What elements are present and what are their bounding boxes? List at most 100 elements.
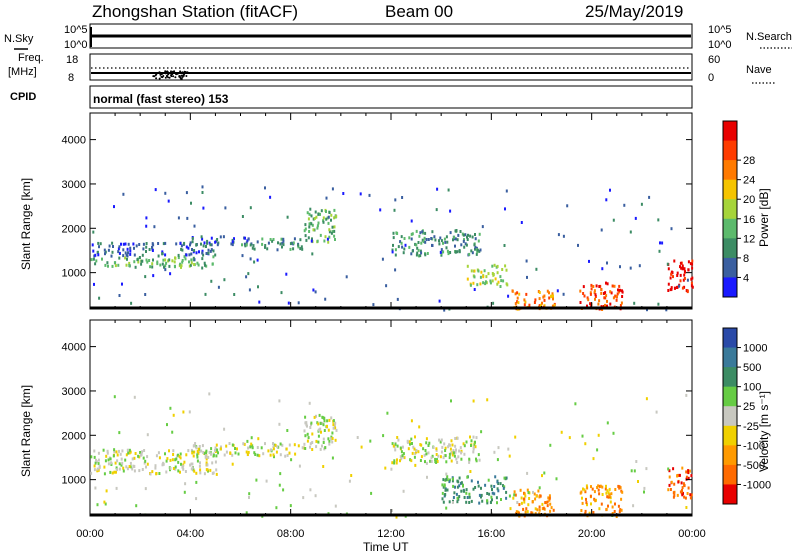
power-colorbar-segment bbox=[723, 140, 737, 161]
velocity-echo-cell bbox=[334, 421, 337, 425]
power-echo-cell bbox=[280, 237, 283, 241]
power-echo-cell bbox=[201, 249, 204, 253]
velocity-sporadic-echo bbox=[350, 474, 353, 477]
power-echo-cell bbox=[467, 233, 469, 237]
velocity-echo-cell bbox=[234, 451, 237, 455]
power-sporadic-echo bbox=[122, 192, 125, 196]
velocity-echo-cell bbox=[250, 442, 253, 446]
power-sporadic-echo bbox=[164, 268, 167, 272]
velocity-echo-cell bbox=[472, 445, 475, 449]
velocity-echo-cell bbox=[548, 494, 551, 498]
velocity-echo-cell bbox=[205, 451, 208, 455]
power-echo-cell bbox=[456, 238, 459, 242]
power-echo-cell bbox=[683, 285, 686, 289]
velocity-echo-cell bbox=[453, 454, 456, 458]
freq-dot bbox=[158, 77, 161, 80]
velocity-echo-cell bbox=[454, 444, 457, 448]
power-echo-cell bbox=[210, 243, 213, 247]
velocity-echo-cell bbox=[195, 471, 198, 475]
power-echo-cell bbox=[308, 225, 311, 229]
power-echo-cell bbox=[466, 277, 469, 281]
power-echo-cell bbox=[392, 231, 395, 235]
velocity-echo-cell bbox=[413, 455, 416, 459]
power-echo-cell bbox=[485, 275, 488, 279]
velocity-echo-cell bbox=[199, 461, 201, 465]
velocity-echo-cell bbox=[526, 488, 529, 492]
velocity-echo-cell bbox=[544, 501, 547, 505]
velocity-echo-cell bbox=[463, 444, 466, 448]
power-echo-cell bbox=[586, 296, 589, 300]
power-echo-cell bbox=[308, 230, 311, 233]
power-sporadic-echo bbox=[633, 301, 636, 305]
power-sporadic-echo bbox=[634, 216, 637, 220]
velocity-echo-cell bbox=[201, 444, 204, 448]
velocity-sporadic-echo bbox=[370, 491, 373, 495]
velocity-sporadic-echo bbox=[257, 437, 260, 441]
velocity-sporadic-echo bbox=[390, 467, 393, 471]
power-sporadic-echo bbox=[167, 199, 170, 203]
velocity-echo-cell bbox=[447, 445, 450, 449]
power-colorbar-segment bbox=[723, 199, 737, 220]
velocity-echo-cell bbox=[439, 455, 442, 459]
power-echo-cell bbox=[680, 266, 683, 270]
power-sporadic-echo bbox=[661, 241, 664, 245]
power-echo-cell bbox=[408, 236, 411, 240]
velocity-sporadic-echo bbox=[166, 423, 168, 427]
power-echo-cell bbox=[188, 253, 191, 257]
power-echo-cell bbox=[691, 285, 694, 289]
power-echo-cell bbox=[523, 303, 526, 307]
power-echo-cell bbox=[604, 291, 607, 295]
power-echo-cell bbox=[464, 242, 467, 246]
power-echo-cell bbox=[152, 258, 154, 262]
velocity-sporadic-echo bbox=[208, 392, 211, 396]
velocity-echo-cell bbox=[593, 490, 596, 494]
velocity-echo-cell bbox=[179, 452, 182, 456]
power-echo-cell bbox=[604, 303, 606, 307]
power-sporadic-echo bbox=[612, 218, 615, 222]
velocity-echo-cell bbox=[449, 478, 451, 482]
power-sporadic-echo bbox=[342, 192, 345, 195]
velocity-echo-cell bbox=[215, 454, 218, 458]
freq-dot bbox=[154, 74, 157, 77]
velocity-echo-cell bbox=[608, 493, 611, 497]
power-echo-cell bbox=[551, 304, 554, 308]
power-sporadic-echo bbox=[605, 198, 608, 202]
velocity-echo-cell bbox=[297, 444, 300, 448]
cpid-label: CPID bbox=[10, 91, 36, 103]
power-echo-cell bbox=[107, 248, 110, 252]
power-echo-cell bbox=[445, 235, 448, 239]
velocity-echo-cell bbox=[124, 458, 127, 462]
velocity-sporadic-echo bbox=[598, 507, 601, 511]
power-echo-cell bbox=[129, 249, 132, 253]
power-echo-cell bbox=[523, 298, 526, 302]
velocity-echo-cell bbox=[440, 450, 443, 454]
velocity-echo-cell bbox=[430, 456, 433, 460]
power-frame bbox=[89, 112, 693, 310]
power-echo-cell bbox=[609, 302, 612, 306]
velocity-echo-cell bbox=[586, 503, 588, 507]
velocity-sporadic-echo bbox=[246, 439, 249, 443]
velocity-echo-cell bbox=[285, 447, 288, 451]
velocity-sporadic-echo bbox=[445, 506, 448, 510]
velocity-echo-cell bbox=[456, 496, 459, 500]
power-sporadic-echo bbox=[646, 308, 648, 312]
velocity-sporadic-echo bbox=[135, 504, 138, 508]
power-echo-cell bbox=[117, 247, 120, 251]
velocity-echo-cell bbox=[111, 471, 114, 475]
velocity-sporadic-echo bbox=[632, 504, 635, 508]
power-echo-cell bbox=[205, 252, 208, 255]
power-echo-cell bbox=[400, 241, 403, 245]
power-echo-cell bbox=[316, 224, 319, 228]
velocity-echo-cell bbox=[132, 464, 135, 468]
velocity-echo-cell bbox=[323, 429, 326, 432]
power-echo-cell bbox=[202, 253, 205, 257]
velocity-sporadic-echo bbox=[560, 430, 563, 434]
power-echo-cell bbox=[548, 296, 551, 300]
velocity-echo-cell bbox=[523, 492, 526, 496]
power-echo-cell bbox=[134, 265, 137, 269]
power-echo-cell bbox=[491, 272, 494, 275]
power-sporadic-echo bbox=[381, 257, 384, 261]
power-echo-cell bbox=[687, 268, 690, 272]
velocity-echo-cell bbox=[205, 457, 208, 461]
